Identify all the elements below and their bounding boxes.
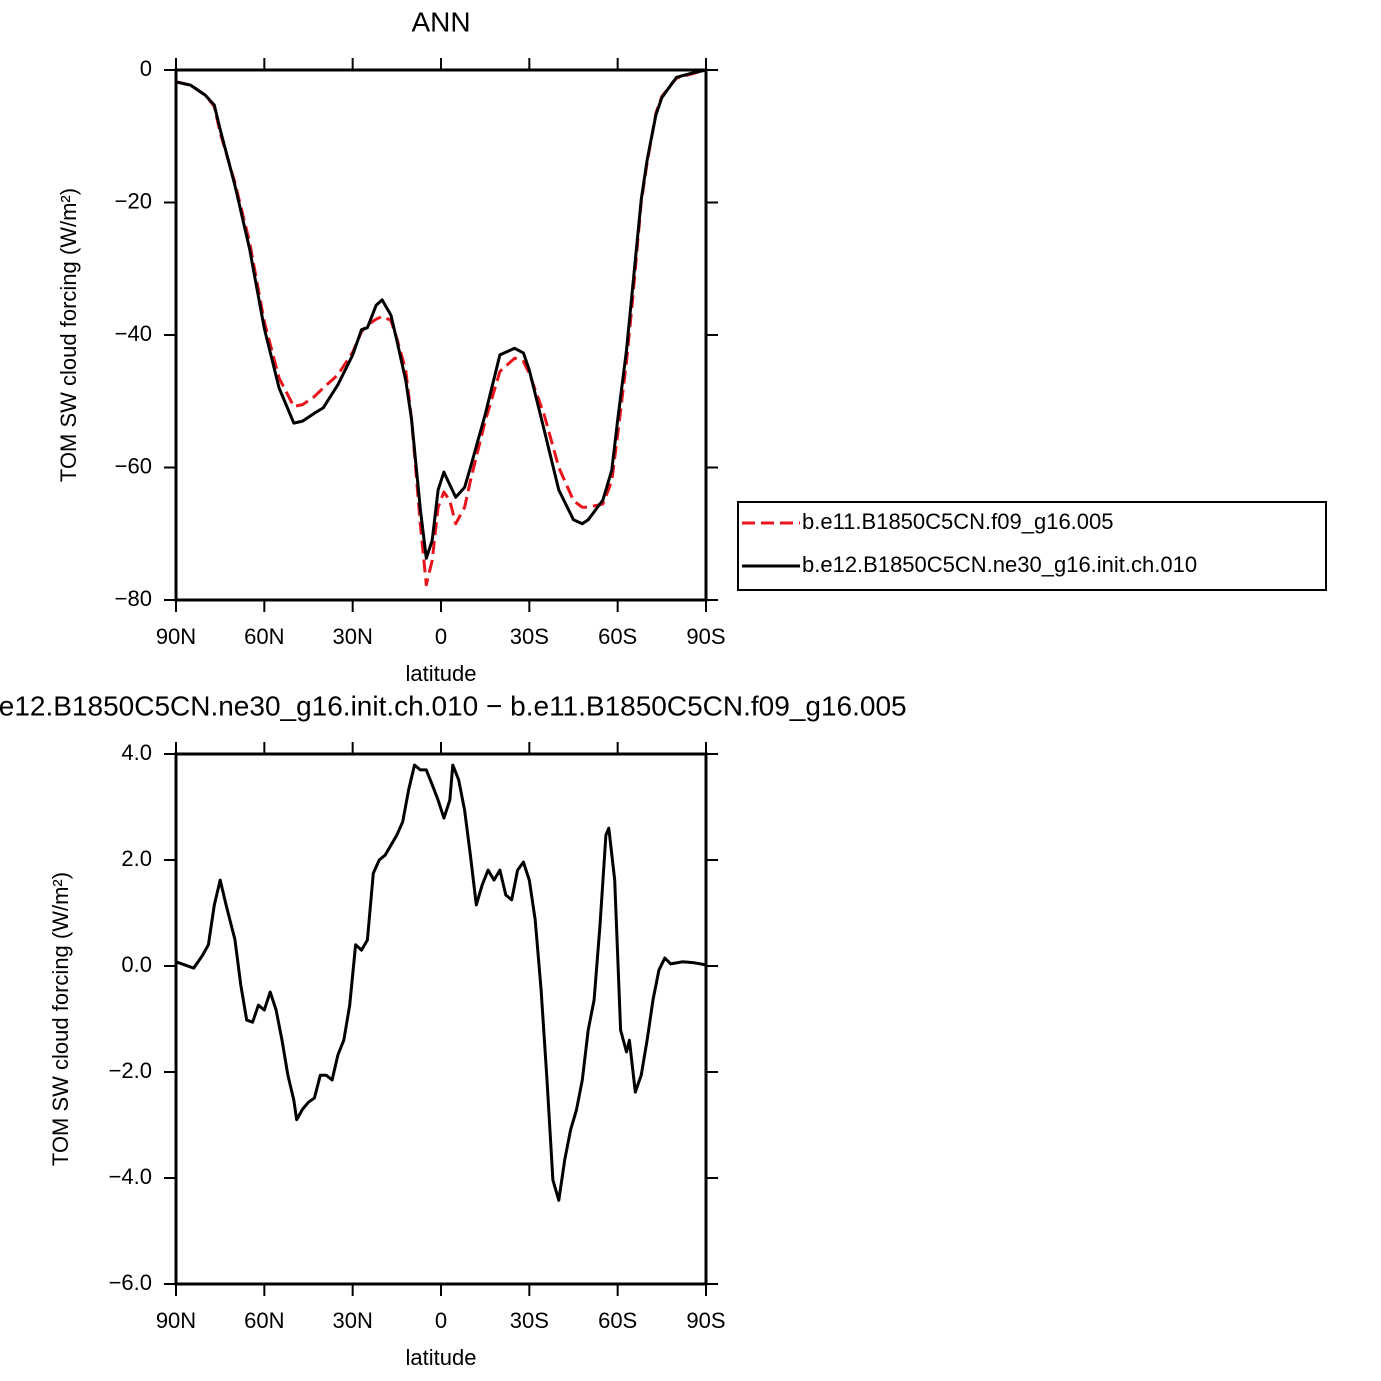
data-line (175, 763, 707, 1202)
x-tick-label: 30N (332, 1308, 372, 1333)
y-tick-label: −60 (115, 453, 152, 478)
y-axis-label: TOM SW cloud forcing (W/m²) (56, 188, 81, 482)
x-tick-label: 0 (435, 1308, 447, 1333)
x-axis-label: latitude (406, 1345, 477, 1370)
data-line (175, 68, 707, 587)
y-tick-label: −40 (115, 321, 152, 346)
x-tick-label: 90N (156, 1308, 196, 1333)
x-tick-label: 60N (244, 624, 284, 649)
x-tick-label: 60N (244, 1308, 284, 1333)
plot-frame (174, 752, 708, 1286)
x-tick-label: 90S (686, 1308, 725, 1333)
y-tick-label: 0.0 (121, 952, 152, 977)
x-axis-label: latitude (406, 661, 477, 686)
x-tick-label: 90N (156, 624, 196, 649)
y-tick-label: −20 (115, 188, 152, 213)
y-tick-label: 0 (140, 56, 152, 81)
x-tick-label: 30N (332, 624, 372, 649)
y-tick-label: −4.0 (109, 1164, 152, 1189)
y-tick-label: −6.0 (109, 1270, 152, 1295)
x-tick-label: 90S (686, 624, 725, 649)
x-tick-label: 60S (598, 1308, 637, 1333)
chart-title: b.e12.B1850C5CN.ne30_g16.init.ch.010 − b… (0, 690, 907, 721)
y-tick-label: 4.0 (121, 740, 152, 765)
x-tick-label: 60S (598, 624, 637, 649)
chart-title: ANN (411, 6, 470, 37)
legend-label: b.e11.B1850C5CN.f09_g16.005 (802, 509, 1114, 534)
y-tick-label: 2.0 (121, 846, 152, 871)
legend-box (737, 501, 1327, 591)
y-tick-label: −80 (115, 586, 152, 611)
legend-label: b.e12.B1850C5CN.ne30_g16.init.ch.010 (802, 552, 1197, 577)
x-tick-label: 30S (510, 624, 549, 649)
y-axis-label: TOM SW cloud forcing (W/m²) (48, 872, 73, 1166)
x-tick-label: 30S (510, 1308, 549, 1333)
plot-frame (174, 68, 708, 602)
data-line (175, 68, 707, 560)
y-tick-label: −2.0 (109, 1058, 152, 1083)
x-tick-label: 0 (435, 624, 447, 649)
